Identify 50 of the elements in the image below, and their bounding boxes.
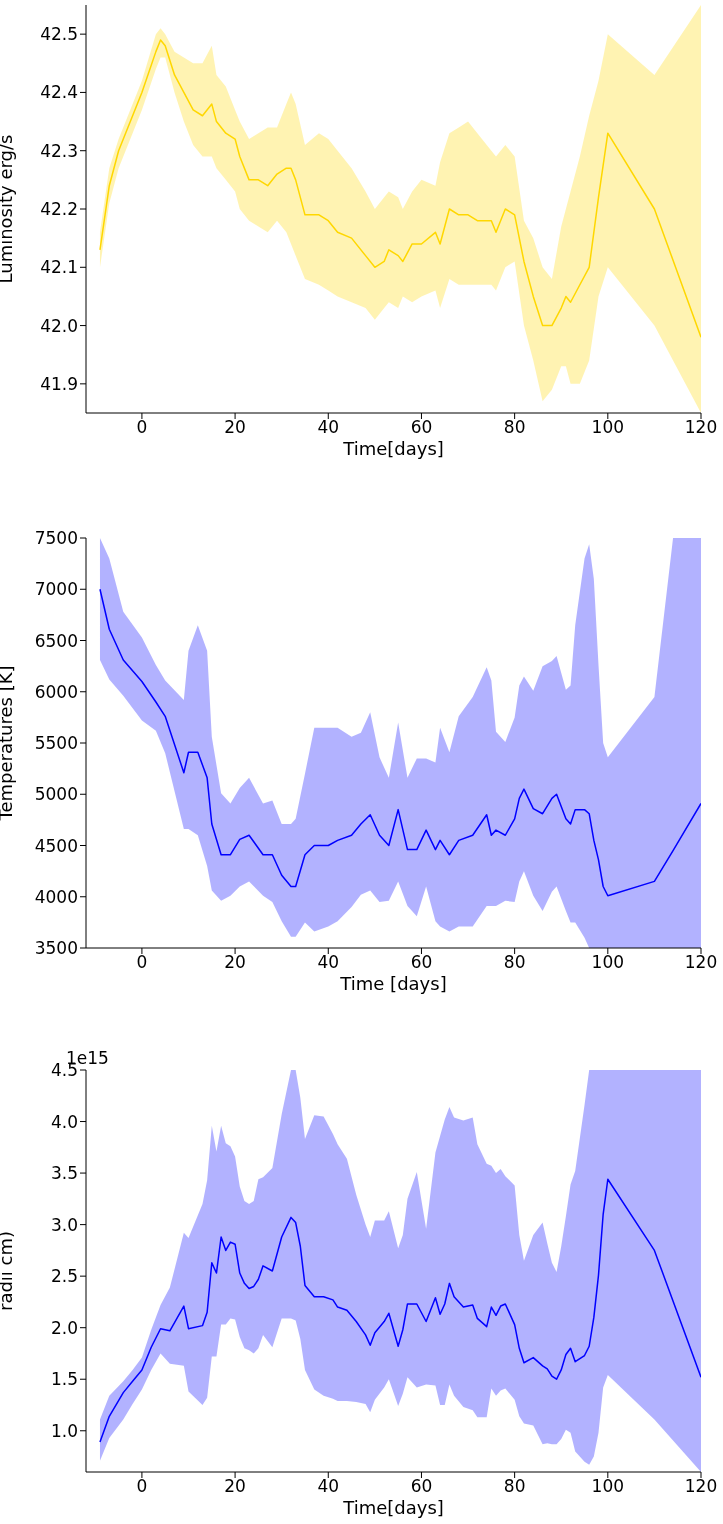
- y-tick-label: 2.5: [50, 1266, 78, 1287]
- y-tick-label: 1.5: [50, 1369, 78, 1390]
- x-tick-label: 80: [503, 952, 526, 973]
- y-tick-label: 41.9: [40, 373, 78, 394]
- x-tick-label: 0: [136, 952, 148, 973]
- y-tick-label: 3500: [34, 938, 78, 959]
- x-tick-label: 120: [684, 1476, 718, 1497]
- x-tick-label: 120: [684, 952, 718, 973]
- line-series: [99, 1178, 701, 1443]
- y-tick-label: 3.5: [50, 1163, 78, 1184]
- x-tick-label: 80: [503, 417, 526, 438]
- x-tick-label: 120: [684, 417, 718, 438]
- y-tick-label: 5500: [34, 733, 78, 754]
- y-tick-label: 4500: [34, 835, 78, 856]
- y-tick-label: 6000: [34, 681, 78, 702]
- y-tick-label: 5000: [34, 784, 78, 805]
- x-tick-label: 40: [317, 952, 340, 973]
- x-tick-label: 60: [410, 417, 433, 438]
- x-axis-title: Time[days]: [342, 1497, 444, 1518]
- x-tick-label: 40: [317, 1476, 340, 1497]
- y-tick-label: 4000: [34, 886, 78, 907]
- y-tick-label: 7500: [34, 528, 78, 549]
- x-tick-label: 20: [224, 1476, 246, 1497]
- y-tick-label: 4.0: [50, 1111, 78, 1132]
- x-tick-label: 20: [224, 952, 246, 973]
- y-tick-label: 6500: [34, 630, 78, 651]
- y-tick-label: 42.0: [40, 315, 78, 336]
- x-tick-label: 100: [591, 417, 625, 438]
- line-series: [99, 39, 701, 338]
- y-tick-label: 3.0: [50, 1214, 78, 1235]
- y-tick-label: 42.4: [40, 82, 78, 103]
- line-series: [99, 588, 701, 897]
- y-tick-label: 42.3: [40, 140, 78, 161]
- y-tick-label: 1.0: [50, 1420, 78, 1441]
- y-tick-label: 42.1: [40, 257, 78, 278]
- x-tick-label: 0: [136, 417, 148, 438]
- x-tick-label: 40: [317, 417, 340, 438]
- x-axis-title: Time [days]: [339, 973, 447, 994]
- x-tick-label: 60: [410, 1476, 433, 1497]
- y-tick-label: 42.5: [40, 24, 78, 45]
- y-tick-label: 2.0: [50, 1317, 78, 1338]
- x-tick-label: 100: [591, 1476, 625, 1497]
- x-tick-label: 80: [503, 1476, 526, 1497]
- y-tick-label: 42.2: [40, 199, 78, 220]
- x-axis-title: Time[days]: [342, 438, 444, 459]
- x-tick-label: 60: [410, 952, 433, 973]
- y-tick-label: 7000: [34, 579, 78, 600]
- x-tick-label: 0: [136, 1476, 148, 1497]
- x-tick-label: 20: [224, 417, 246, 438]
- x-tick-label: 100: [591, 952, 625, 973]
